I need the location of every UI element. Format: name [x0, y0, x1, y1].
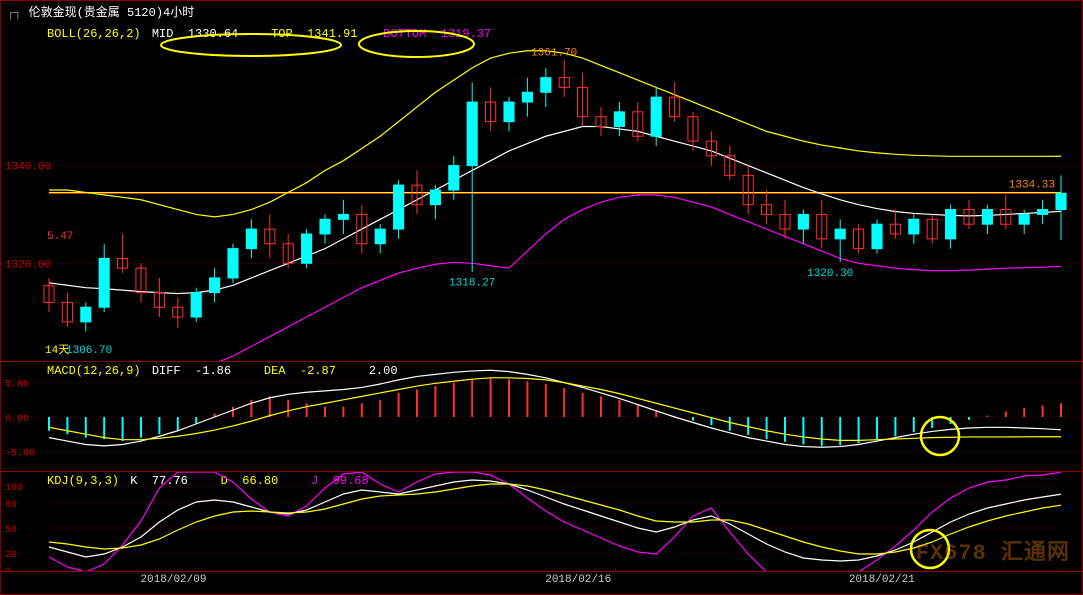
chart-container: ┌┐ 伦敦金现(贵金属 5120)4小时 BOLL(26,26,2) MID 1…	[0, 0, 1083, 595]
svg-text:1340.00: 1340.00	[5, 162, 51, 174]
svg-text:1361.70: 1361.70	[531, 48, 577, 60]
svg-text:1318.27: 1318.27	[449, 278, 495, 290]
svg-text:1320.30: 1320.30	[807, 268, 853, 280]
price-chart-svg: 1320.00 1340.00 1361.70 1318.27 1306.70 1320.…	[1, 19, 1083, 361]
x-axis: 2018/02/09 2018/02/16 2018/02/21	[1, 571, 1083, 595]
svg-text:5.47: 5.47	[47, 231, 73, 243]
svg-text:80: 80	[5, 500, 17, 511]
svg-text:1320.00: 1320.00	[5, 259, 51, 271]
svg-text:0.00: 0.00	[5, 414, 29, 425]
svg-text:1306.70: 1306.70	[66, 345, 112, 357]
x-axis-label: 2018/02/09	[140, 574, 206, 586]
instrument-title: ┌┐ 伦敦金现(贵金属 5120)4小时	[7, 3, 194, 20]
macd-chart-svg: -5.00 0.00 5.00	[1, 362, 1083, 472]
svg-text:-5.00: -5.00	[5, 448, 35, 459]
svg-text:1334.33: 1334.33	[1009, 179, 1055, 191]
x-axis-label: 2018/02/21	[849, 574, 915, 586]
svg-text:14天: 14天	[45, 344, 69, 357]
x-axis-label: 2018/02/16	[545, 574, 611, 586]
svg-text:100: 100	[5, 483, 23, 494]
macd-panel[interactable]: MACD(12,26,9) DIFF -1.86 DEA -2.87 2.00 …	[1, 361, 1083, 471]
svg-text:50: 50	[5, 525, 17, 536]
svg-text:5.00: 5.00	[5, 380, 29, 391]
price-panel[interactable]: BOLL(26,26,2) MID 1330.64 TOP 1341.91 BO…	[1, 19, 1083, 361]
svg-text:20: 20	[5, 550, 17, 561]
watermark: FX678 汇通网	[916, 534, 1070, 566]
